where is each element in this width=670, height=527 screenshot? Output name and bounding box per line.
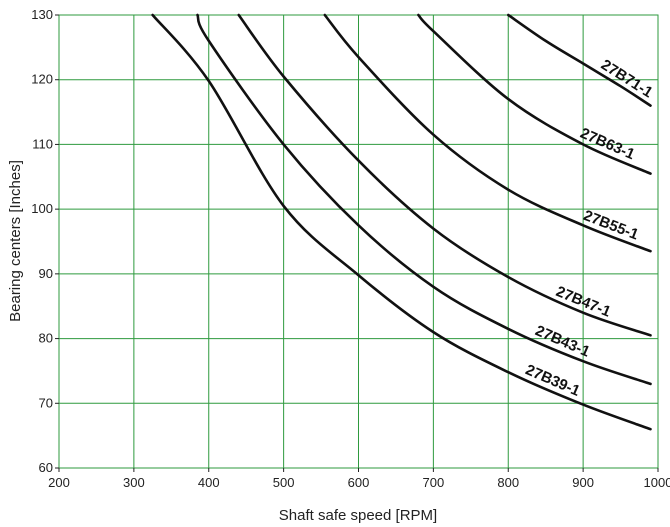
x-tick-label: 600: [348, 475, 370, 490]
series-curves: [151, 13, 652, 431]
y-tick-label: 120: [31, 72, 53, 87]
x-tick-label: 300: [123, 475, 145, 490]
x-tick-label: 1000: [644, 475, 670, 490]
x-axis-ticks: 200 300 400 500 600 700 800 900 1000: [48, 468, 670, 490]
series-line-27b43-1: [196, 13, 652, 386]
series-line-27b55-1: [323, 13, 652, 253]
y-tick-label: 70: [39, 395, 53, 410]
series-line-27b71-1: [507, 13, 652, 107]
x-tick-label: 900: [572, 475, 594, 490]
x-tick-label: 400: [198, 475, 220, 490]
y-tick-label: 60: [39, 460, 53, 475]
x-axis-title: Shaft safe speed [RPM]: [279, 507, 437, 524]
x-tick-label: 200: [48, 475, 70, 490]
y-tick-label: 90: [39, 266, 53, 281]
y-tick-label: 130: [31, 7, 53, 22]
y-tick-label: 110: [32, 136, 53, 151]
y-axis-title: Bearing centers [Inches]: [7, 160, 24, 322]
series-line-27b63-1: [417, 13, 652, 175]
x-tick-label: 700: [423, 475, 445, 490]
y-tick-label: 80: [39, 331, 53, 346]
y-axis-ticks: 60 70 80 90 100 110 120 130: [31, 7, 59, 475]
series-line-27b47-1: [237, 13, 652, 337]
series-line-27b39-1: [151, 13, 652, 431]
x-tick-label: 800: [497, 475, 519, 490]
y-tick-label: 100: [31, 201, 53, 216]
x-tick-label: 500: [273, 475, 295, 490]
